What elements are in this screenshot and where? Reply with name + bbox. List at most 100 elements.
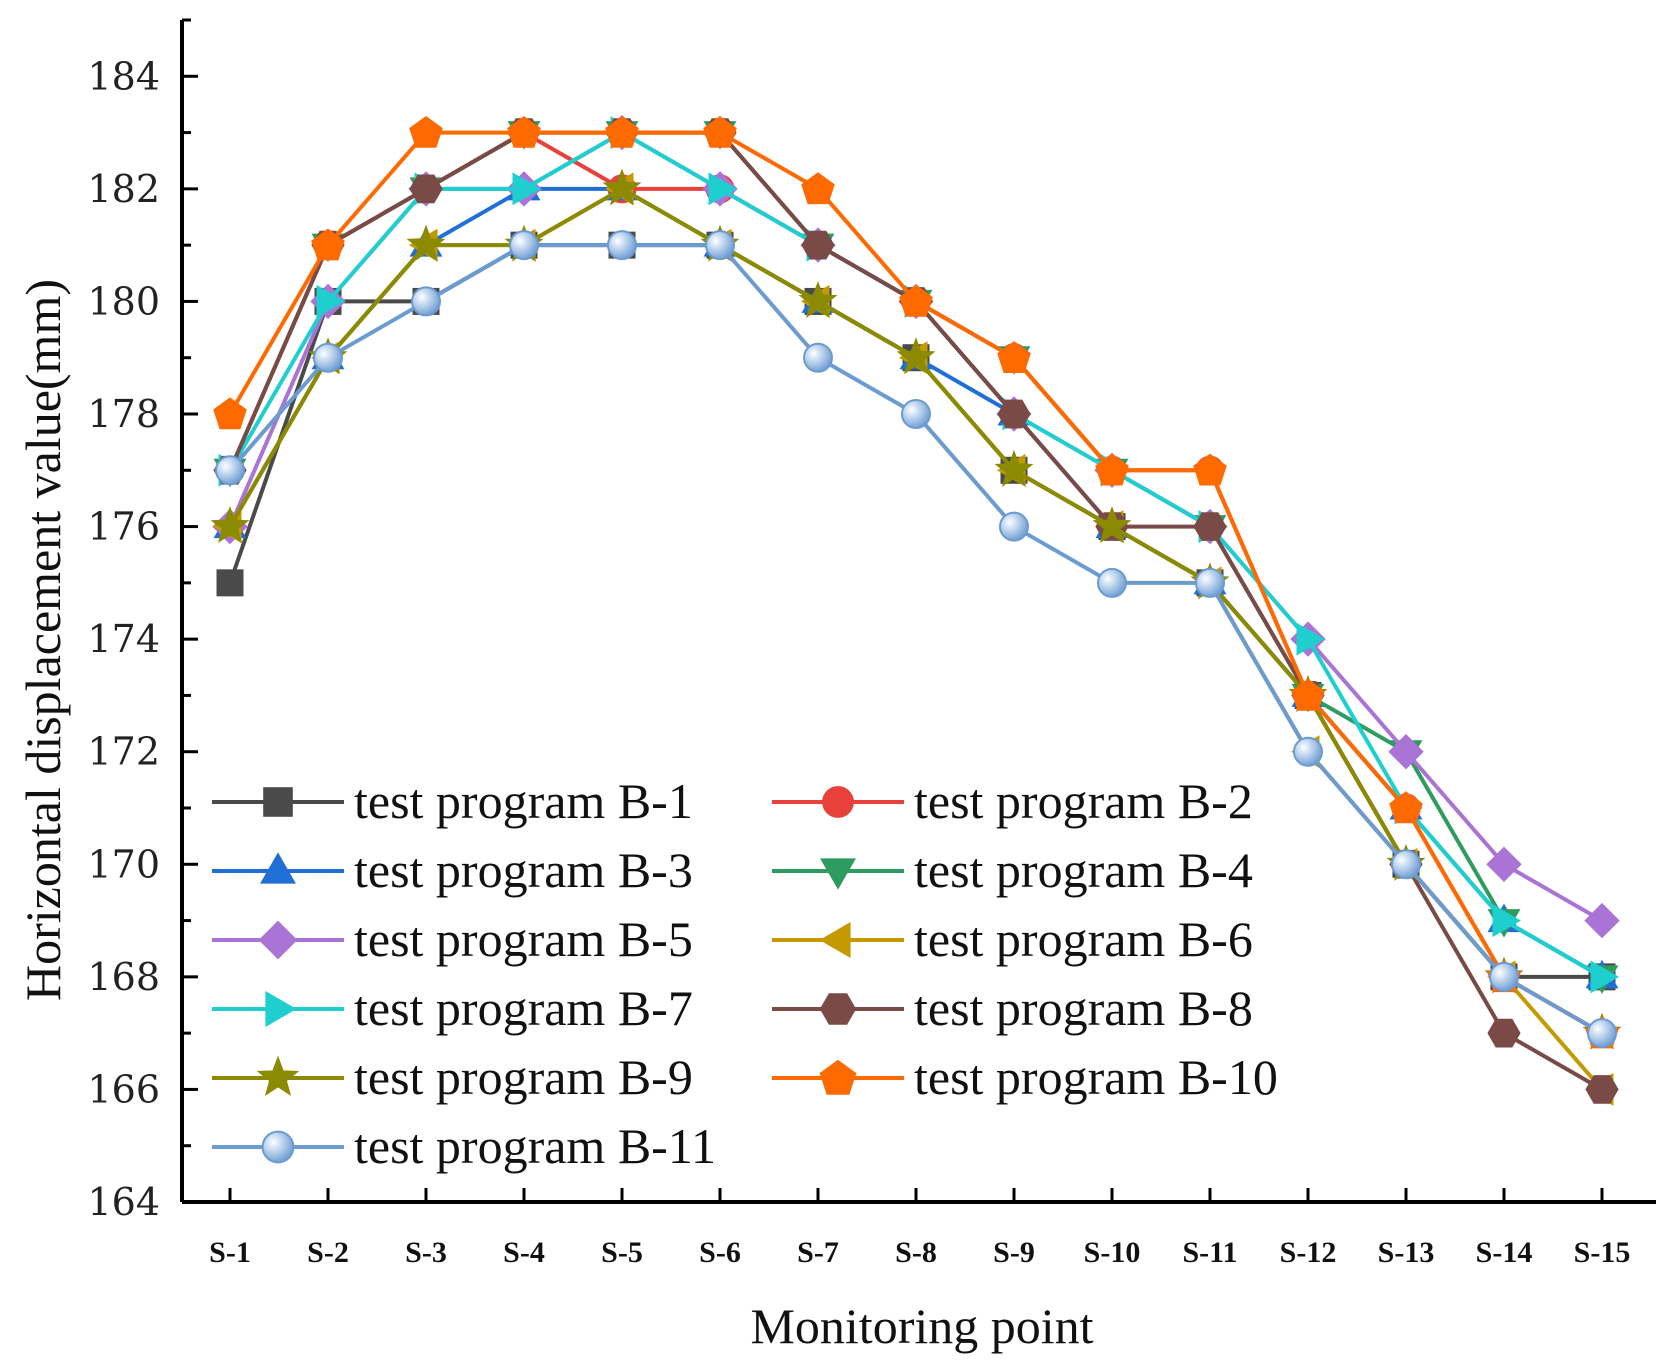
data-point (801, 230, 835, 260)
data-point (1590, 960, 1620, 994)
data-point (1587, 1018, 1617, 1049)
data-point (999, 511, 1029, 542)
data-point (409, 115, 443, 148)
data-point (411, 286, 441, 317)
data-point (1291, 678, 1325, 711)
x-tick-label: S-3 (405, 1236, 447, 1269)
legend-label: test program B-3 (354, 842, 693, 898)
data-point (316, 284, 345, 318)
x-tick-label: S-7 (797, 1236, 839, 1269)
x-tick-label: S-5 (601, 1236, 643, 1269)
y-tick-label: 182 (87, 167, 160, 211)
series-11 (215, 230, 1617, 1049)
data-point (899, 284, 933, 317)
y-axis-title: Horizontal displacement value(mm) (15, 279, 71, 1001)
x-tick-label: S-10 (1084, 1236, 1141, 1269)
legend-item: test program B-11 (212, 1118, 716, 1174)
data-point (409, 174, 443, 204)
data-point (1391, 849, 1421, 880)
data-point (994, 449, 1034, 487)
data-point (1193, 512, 1227, 541)
data-point (896, 337, 936, 375)
x-tick-label: S-11 (1182, 1236, 1237, 1269)
data-point (215, 455, 245, 486)
data-point (1389, 791, 1423, 824)
x-tick-label: S-9 (993, 1236, 1035, 1269)
data-point (997, 399, 1031, 429)
data-point (313, 342, 343, 373)
series-line (228, 130, 1603, 1035)
x-tick-label: S-1 (209, 1236, 251, 1269)
x-tick-label: S-14 (1476, 1236, 1533, 1269)
data-point (213, 397, 247, 430)
legend-label: test program B-2 (914, 773, 1253, 829)
legend-marker (820, 858, 856, 890)
x-tick-label: S-12 (1280, 1236, 1337, 1269)
data-point (216, 569, 244, 597)
legend-item: test program B-1 (212, 773, 693, 829)
legend: test program B-1 test program B-2 test pro… (212, 773, 1278, 1174)
legend-item: test program B-4 (772, 842, 1253, 898)
legend-marker (260, 852, 296, 884)
legend-label: test program B-7 (354, 980, 693, 1036)
data-point (1388, 733, 1424, 770)
data-point (507, 115, 541, 148)
legend-marker (258, 920, 298, 960)
data-point (708, 172, 738, 206)
series-line (228, 130, 1603, 1035)
y-tick-label: 170 (87, 842, 160, 886)
series-layer (210, 114, 1622, 1106)
data-point (1193, 453, 1227, 486)
y-tick-label: 180 (87, 279, 160, 323)
x-tick-label: S-4 (503, 1236, 545, 1269)
data-point (1489, 961, 1519, 992)
data-point (798, 280, 838, 318)
legend-item: test program B-10 (772, 1049, 1278, 1105)
x-tick-label: S-15 (1574, 1236, 1631, 1269)
legend-label: test program B-11 (354, 1118, 716, 1174)
data-point (997, 341, 1031, 373)
data-point (607, 230, 637, 261)
x-tick-label: S-6 (699, 1236, 741, 1269)
legend-marker (819, 993, 857, 1025)
legend-marker (819, 922, 851, 958)
data-point (801, 172, 835, 205)
legend-marker (263, 787, 293, 817)
legend-item: test program B-8 (772, 980, 1253, 1036)
x-axis-title: Monitoring point (750, 1298, 1093, 1354)
data-point (1487, 1018, 1521, 1048)
y-tick-label: 172 (87, 730, 160, 774)
legend-label: test program B-8 (914, 980, 1253, 1036)
x-tick-label: S-13 (1378, 1236, 1435, 1269)
data-point (705, 230, 735, 261)
x-tick-label: S-8 (895, 1236, 937, 1269)
legend-label: test program B-1 (354, 773, 693, 829)
data-point (605, 115, 639, 148)
legend-marker (822, 786, 854, 818)
y-tick-label: 176 (87, 505, 160, 549)
y-tick-label: 174 (87, 617, 160, 661)
y-tick-label: 184 (87, 54, 160, 98)
legend-label: test program B-10 (914, 1049, 1278, 1105)
data-point (1097, 567, 1127, 598)
axes: 164 166 168 170 172 174 176 178 180 182 184 S-1 S-2 S… (87, 18, 1656, 1269)
legend-marker (261, 1130, 295, 1164)
data-point (803, 342, 833, 373)
legend-item: test program B-3 (212, 842, 693, 898)
legend-item: test program B-2 (772, 773, 1253, 829)
y-tick-label: 178 (87, 392, 160, 436)
data-point (1092, 506, 1132, 544)
data-point (512, 172, 542, 206)
data-point (703, 115, 737, 148)
data-point (1585, 1075, 1619, 1104)
data-point (1486, 846, 1522, 883)
legend-item: test program B-5 (212, 911, 693, 967)
data-point (1296, 622, 1326, 656)
data-point (1293, 736, 1323, 767)
data-point (406, 224, 446, 262)
legend-marker (256, 1055, 300, 1097)
data-point (1095, 453, 1129, 486)
legend-label: test program B-9 (354, 1049, 693, 1105)
data-point (509, 230, 539, 261)
